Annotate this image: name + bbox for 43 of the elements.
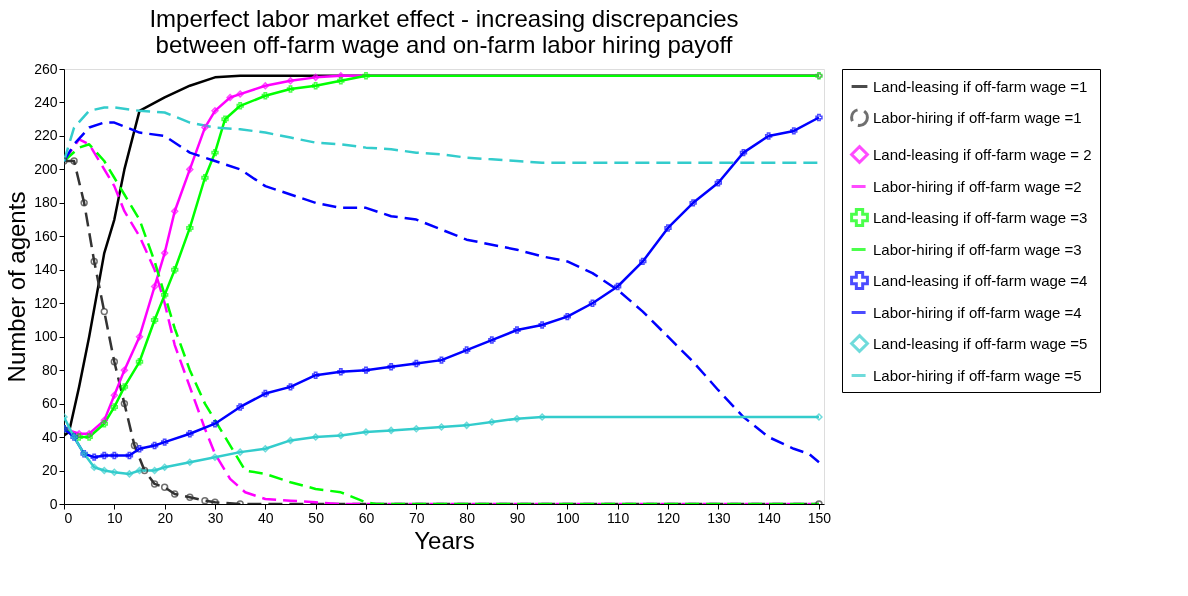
y-tick-label: 120 [34,294,58,311]
y-tick-label: 0 [49,495,58,512]
legend-label: Land-leasing if off-farm wage =3 [873,208,1088,226]
y-tick-label: 80 [41,361,58,378]
x-tick-label: 50 [308,509,325,526]
legend-label: Land-leasing if off-farm wage =1 [873,77,1088,95]
x-tick-label: 80 [459,509,476,526]
x-tick-label: 110 [606,509,630,526]
x-tick-label: 20 [157,509,174,526]
y-tick-label: 180 [34,194,58,211]
x-tick-label: 10 [107,509,123,526]
legend-label: Labor-hiring if off-farm wage =1 [873,108,1082,126]
y-tick-label: 100 [34,328,58,345]
x-tick-label: 40 [258,509,274,526]
legend-label: Land-leasing if off-farm wage =5 [873,334,1088,352]
y-tick-label: 220 [34,127,58,144]
x-tick-label: 70 [409,509,425,526]
y-tick-label: 20 [41,462,58,479]
x-tick-label: 0 [64,509,73,526]
legend-label: Land-leasing if off-farm wage = 2 [873,145,1092,163]
legend-label: Land-leasing if off-farm wage =4 [873,271,1088,289]
chart-title: Imperfect labor market effect - increasing discrepancies between off-farm wage and on-farm labor hiring payoff [149,5,739,58]
x-tick-label: 150 [807,509,832,526]
x-tick-label: 60 [358,509,375,526]
legend-label: Labor-hiring if off-farm wage =5 [873,366,1082,384]
y-tick-label: 40 [41,428,58,445]
y-axis-title: Number of agents [3,191,31,383]
y-tick-label: 200 [34,160,58,177]
y-tick-label: 260 [34,60,58,77]
legend-label: Labor-hiring if off-farm wage =3 [873,240,1082,258]
y-tick-label: 160 [34,227,58,244]
y-tick-label: 140 [34,261,58,278]
y-tick-label: 60 [41,395,58,412]
x-tick-label: 120 [656,509,681,526]
x-tick-label: 100 [556,509,580,526]
legend-label: Labor-hiring if off-farm wage =4 [873,303,1082,321]
y-tick-label: 240 [34,93,58,110]
legend-label: Labor-hiring if off-farm wage =2 [873,177,1082,195]
x-tick-label: 130 [707,509,731,526]
x-tick-label: 30 [207,509,224,526]
x-tick-label: 140 [757,509,782,526]
x-axis-title: Years [414,526,475,554]
x-tick-label: 90 [509,509,526,526]
